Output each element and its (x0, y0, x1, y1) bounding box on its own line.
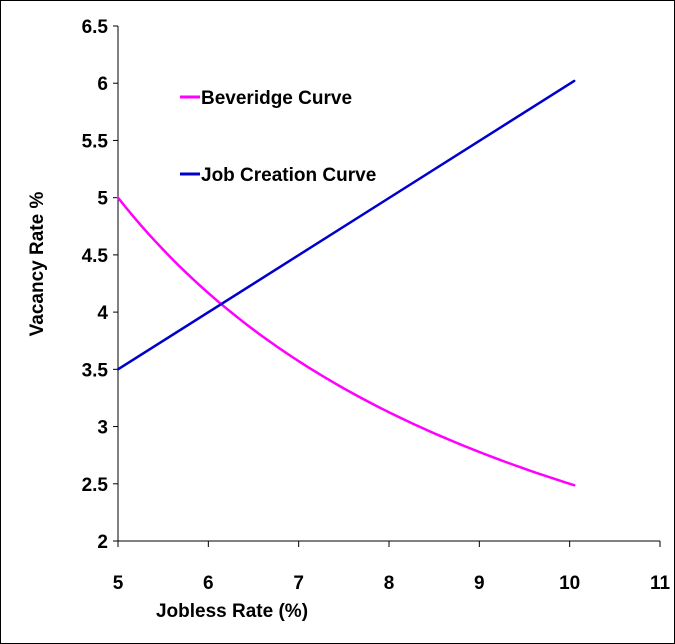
y-tick-label: 4 (97, 303, 108, 324)
x-tick-label: 6 (203, 573, 214, 594)
y-tick-label: 5 (97, 189, 108, 210)
y-tick-label: 3.5 (82, 360, 109, 381)
y-tick-label: 2.5 (82, 475, 109, 496)
x-ticks: 5 6 7 8 9 10 11 (113, 541, 671, 594)
series (116, 79, 576, 487)
legend-label-beveridge: Beveridge Curve (201, 88, 352, 109)
x-tick-label: 9 (474, 573, 485, 594)
y-axis-title: Vacancy Rate % (27, 192, 48, 337)
y-tick-label: 3 (97, 418, 108, 439)
x-axis-title: Jobless Rate (%) (156, 601, 308, 622)
y-tick-label: 5.5 (82, 131, 109, 152)
y-tick-label: 6.5 (82, 17, 109, 38)
x-tick-label: 10 (559, 573, 580, 594)
x-tick-label: 8 (384, 573, 395, 594)
y-ticks: 2 2.5 3 3.5 4 4.5 5 5.5 6 6.5 (82, 17, 118, 553)
y-tick-label: 4.5 (82, 246, 109, 267)
y-tick-label: 6 (97, 74, 108, 95)
legend-label-job-creation: Job Creation Curve (201, 165, 376, 186)
x-tick-label: 7 (293, 573, 304, 594)
series-line-job-creation (116, 79, 576, 371)
series-line-beveridge (116, 196, 576, 487)
legend: Beveridge Curve Job Creation Curve (180, 88, 376, 186)
y-tick-label: 2 (97, 532, 108, 553)
x-tick-label: 5 (113, 573, 124, 594)
x-tick-label: 11 (650, 573, 671, 594)
